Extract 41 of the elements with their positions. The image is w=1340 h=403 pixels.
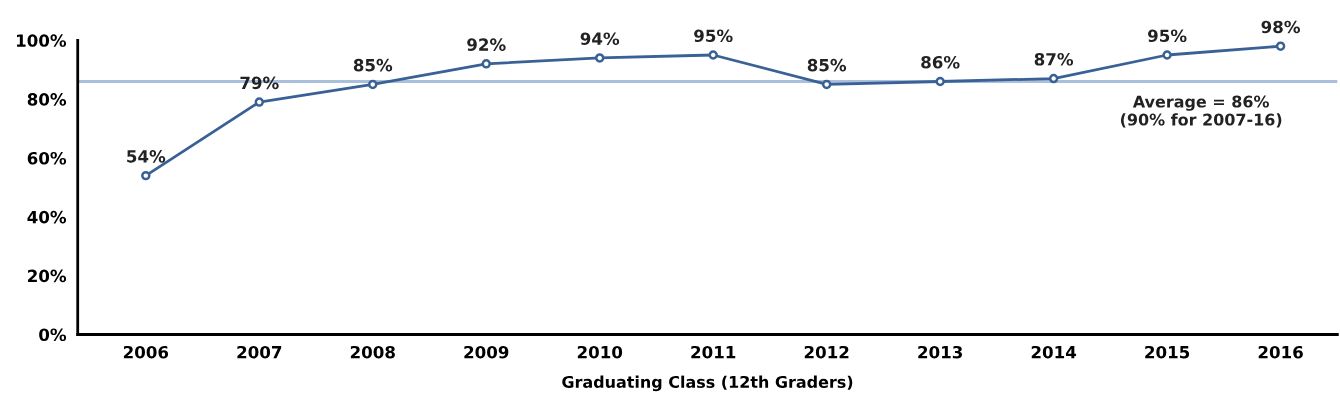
x-tick-label: 2011	[691, 345, 736, 359]
point	[935, 76, 945, 87]
x-tick-label: 2013	[918, 345, 963, 359]
data-label: 92%	[467, 38, 506, 51]
x-tick-label: 2014	[1031, 345, 1077, 359]
x-tick-label: 2010	[577, 345, 623, 359]
x-tick-label: 2008	[350, 345, 395, 359]
y-tick-label: 20%	[28, 269, 67, 283]
x-tick-label: 2012	[804, 345, 849, 359]
x-tick-label: 2006	[123, 345, 169, 359]
x-tick-label: 2007	[237, 345, 282, 359]
data-label: 95%	[694, 29, 733, 43]
data-label: 85%	[807, 58, 847, 72]
data-label: 79%	[240, 76, 279, 90]
point	[368, 79, 378, 90]
data-label: 86%	[921, 55, 960, 69]
point	[254, 97, 265, 107]
x-tick-label: 2015	[1145, 345, 1190, 359]
point	[1162, 50, 1172, 60]
point	[1275, 41, 1286, 51]
point	[708, 50, 718, 60]
data-label: 54%	[127, 150, 166, 163]
data-label: 94%	[580, 32, 620, 45]
point	[141, 170, 151, 181]
data-label: 87%	[1034, 52, 1074, 66]
y-tick-label: 0%	[39, 328, 67, 342]
ref-line-label: Average = 86% (90% for 2007-16)	[1120, 95, 1282, 128]
data-label: 98%	[1261, 20, 1300, 34]
x-tick-label: 2016	[1258, 345, 1303, 359]
point	[594, 53, 605, 63]
y-tick-label: 100%	[17, 34, 67, 47]
data-label: 95%	[1148, 29, 1187, 43]
data-label: 85%	[353, 58, 393, 72]
y-tick-label: 60%	[27, 151, 67, 165]
x-tick-label: 2009	[464, 345, 509, 359]
y-tick-label: 40%	[27, 210, 67, 224]
point	[821, 79, 832, 90]
y-tick-label: 80%	[27, 93, 67, 106]
x-axis-title: Graduating Class (12th Graders)	[562, 375, 853, 392]
point	[481, 59, 491, 69]
point	[1048, 73, 1059, 84]
